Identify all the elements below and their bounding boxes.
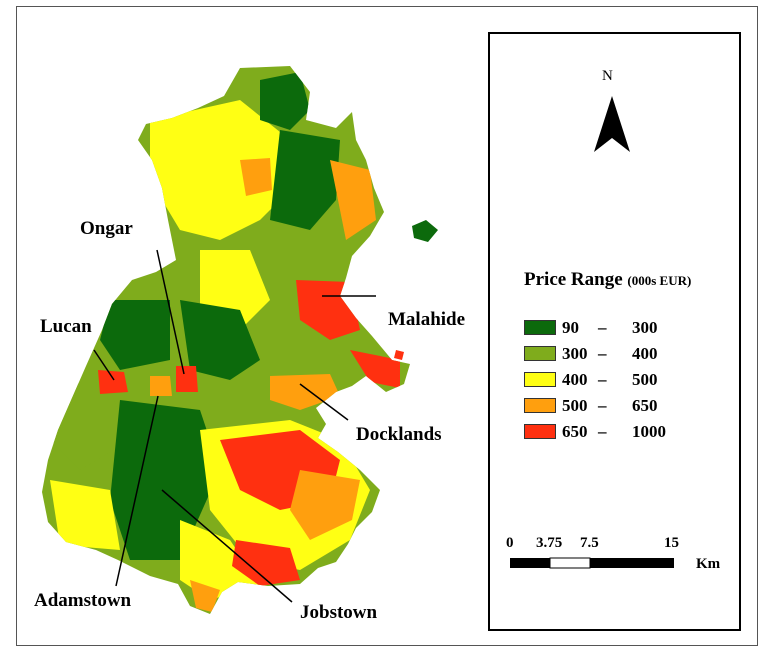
legend-high: 1000 xyxy=(632,422,666,441)
legend-swatch xyxy=(524,398,556,413)
legend-dash: – xyxy=(598,344,607,363)
legend-low: 90 xyxy=(562,318,579,337)
map-frame xyxy=(16,6,758,646)
legend-dash: – xyxy=(598,318,607,337)
legend-unit: (000s EUR) xyxy=(627,273,692,288)
place-label-adamstown: Adamstown xyxy=(34,590,132,611)
legend-swatch xyxy=(524,320,556,335)
legend-swatch xyxy=(524,346,556,361)
north-label: N xyxy=(602,68,613,84)
scale-tick-label: 15 xyxy=(664,535,679,551)
scale-unit: Km xyxy=(696,556,721,572)
legend-dash: – xyxy=(598,396,607,415)
legend-title: Price Range (000s EUR) xyxy=(524,269,691,291)
place-label-ongar: Ongar xyxy=(80,218,133,239)
legend-high: 500 xyxy=(632,370,658,389)
place-label-jobstown: Jobstown xyxy=(300,602,378,623)
place-label-docklands: Docklands xyxy=(356,424,442,445)
legend-swatch xyxy=(524,424,556,439)
scale-tick-label: 0 xyxy=(506,535,514,551)
legend-high: 300 xyxy=(632,318,658,337)
north-arrow-icon xyxy=(594,96,630,152)
callout-lines xyxy=(93,249,376,603)
legend-low: 500 xyxy=(562,396,588,415)
legend-swatch xyxy=(524,372,556,387)
scale-tick-label: 3.75 xyxy=(536,535,563,551)
legend-low: 300 xyxy=(562,344,588,363)
legend-dash: – xyxy=(598,370,607,389)
legend-high: 650 xyxy=(632,396,658,415)
legend-dash: – xyxy=(598,422,607,441)
legend-title-text: Price Range xyxy=(524,269,623,290)
legend-high: 400 xyxy=(632,344,658,363)
island-marker xyxy=(394,350,404,360)
scale-tick-label: 7.5 xyxy=(580,535,599,551)
scale-bar-graphic xyxy=(510,557,674,569)
place-label-lucan: Lucan xyxy=(40,316,92,337)
legend-low: 400 xyxy=(562,370,588,389)
place-label-malahide: Malahide xyxy=(388,309,466,330)
legend-low: 650 xyxy=(562,422,588,441)
county-land xyxy=(42,66,410,614)
island-marker xyxy=(412,220,438,242)
legend-panel: N Price Range (000s EUR) 90 – 300 300 – … xyxy=(488,32,741,631)
